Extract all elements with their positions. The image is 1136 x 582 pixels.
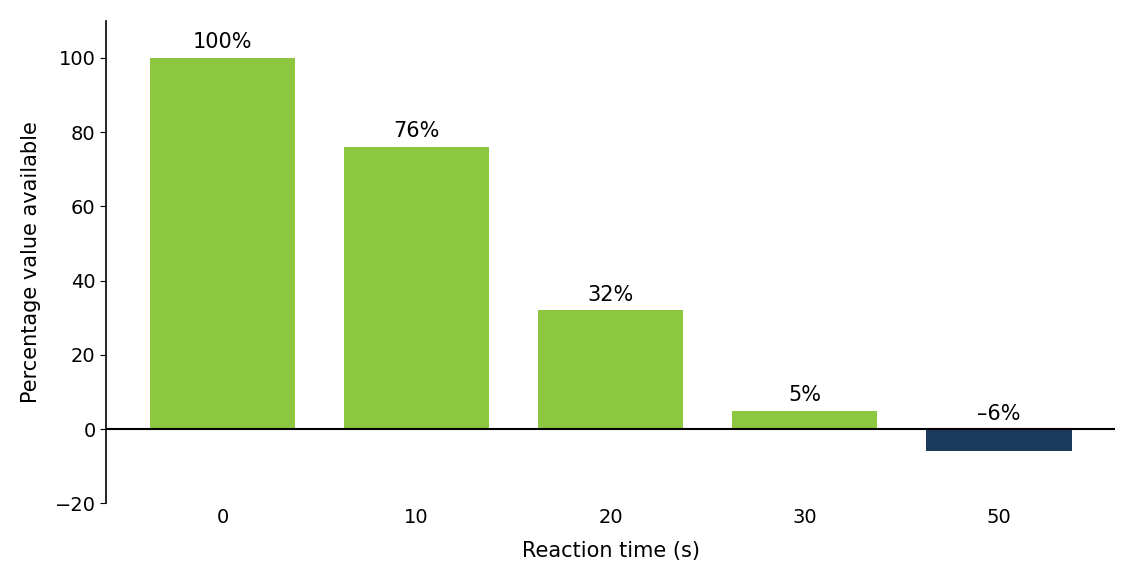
X-axis label: Reaction time (s): Reaction time (s) — [521, 541, 700, 561]
Text: 76%: 76% — [393, 122, 440, 141]
Bar — [537, 310, 684, 429]
Y-axis label: Percentage value available: Percentage value available — [20, 121, 41, 403]
Bar — [344, 147, 490, 429]
Text: 100%: 100% — [193, 33, 252, 52]
Text: –6%: –6% — [977, 403, 1020, 424]
Bar — [732, 411, 877, 429]
Bar — [926, 429, 1071, 452]
Text: 5%: 5% — [788, 385, 821, 405]
Text: 32%: 32% — [587, 285, 634, 305]
Bar — [150, 58, 295, 429]
